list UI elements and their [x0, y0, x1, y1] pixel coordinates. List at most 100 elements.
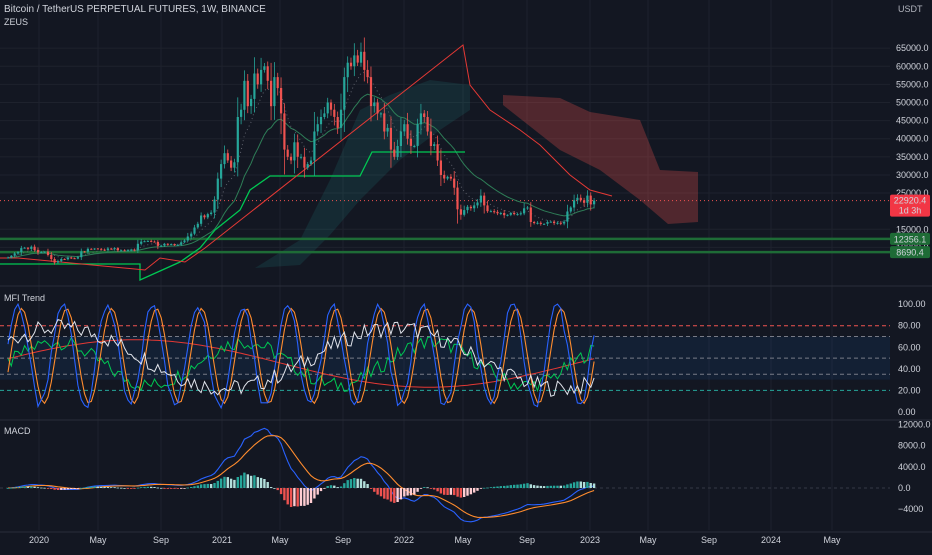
macd-histogram-bar [70, 488, 73, 490]
macd-histogram-bar [383, 488, 386, 499]
macd-histogram-bar [499, 486, 502, 488]
price-axis[interactable]: 65000.0 60000.0 55000.0 50000.0 45000.0 40000… [896, 43, 931, 514]
candle-body [60, 259, 63, 262]
macd-histogram-bar [136, 487, 140, 489]
candle-body [176, 244, 179, 246]
macd-histogram-bar [6, 488, 10, 489]
macd-histogram-bar [569, 483, 572, 488]
candle-body [443, 174, 446, 179]
symbol-title[interactable]: Bitcoin / TetherUS PERPETUAL FUTURES, 1W… [4, 4, 266, 15]
candle-body [513, 213, 516, 215]
macd-histogram-bar [223, 476, 226, 488]
macd-histogram-bar [336, 487, 339, 488]
candle-body [186, 236, 189, 241]
macd-histogram-bar [160, 487, 163, 489]
candle-body [120, 250, 123, 252]
candle-body [106, 248, 109, 250]
macd-histogram-bar [186, 487, 189, 489]
macd-histogram-bar [176, 488, 179, 489]
macd-histogram-bar [199, 484, 203, 488]
candle-body [143, 241, 146, 243]
macd-histogram-bar [273, 488, 276, 489]
candle-body [110, 248, 113, 250]
macd-histogram-bar [140, 487, 143, 488]
macd-signal-line [8, 435, 595, 518]
macd-histogram-bar [83, 487, 86, 489]
macd-histogram-bar [133, 488, 136, 489]
level-price-tag [890, 232, 930, 245]
macd-histogram-bar [20, 486, 23, 488]
macd-histogram-bar [86, 486, 90, 488]
candle-body [173, 244, 176, 246]
candle-body [556, 222, 559, 224]
macd-histogram-bar [33, 486, 36, 488]
candle-body [100, 248, 103, 250]
candle-body [353, 55, 356, 67]
macd-histogram-bar [406, 488, 409, 496]
candle-body [346, 62, 349, 78]
candle-body [80, 251, 83, 258]
candle-body [30, 246, 33, 249]
macd-histogram-bar [56, 488, 60, 490]
macd-histogram-bar [343, 483, 346, 488]
candle-body [166, 243, 169, 245]
candle-body [140, 241, 143, 244]
macd-histogram-bar [366, 484, 369, 488]
macd-histogram-bar [236, 477, 239, 488]
macd-histogram-bar [333, 485, 336, 488]
candle-body [183, 240, 186, 243]
candle-body [116, 248, 119, 251]
macd-histogram-bar [433, 488, 436, 490]
candle-body [586, 195, 589, 203]
candle-body [426, 117, 429, 132]
zeus-indicator-label[interactable]: ZEUS [4, 17, 29, 27]
macd-histogram-bar [23, 486, 26, 488]
trend-ema-line [7, 93, 595, 258]
macd-histogram-bar [356, 478, 359, 488]
candle-body [240, 109, 243, 117]
macd-histogram-bar [559, 485, 562, 488]
candle-body [499, 213, 502, 214]
macd-histogram-bar [446, 488, 449, 495]
macd-histogram-bar [209, 484, 213, 488]
candle-body [213, 199, 216, 213]
candle-body [6, 257, 10, 259]
macd-histogram-bar [379, 488, 383, 497]
level-price-value: 8690.4 [896, 248, 924, 258]
macd-histogram-bar [289, 488, 293, 507]
macd-tick-label: −4000 [898, 504, 923, 514]
candles [6, 37, 596, 507]
macd-histogram-bar [339, 486, 343, 488]
macd-histogram-bar [389, 488, 393, 502]
macd-histogram-bar [219, 478, 223, 488]
macd-histogram-bar [203, 484, 206, 488]
mfi-trend-title[interactable]: MFI Trend [4, 293, 46, 303]
macd-histogram-bar [509, 485, 512, 488]
candle-body [96, 248, 99, 250]
candle-body [36, 249, 40, 253]
macd-histogram-bar [180, 488, 183, 489]
candle-body [233, 162, 236, 168]
price-tags: 22920.41d 3h 12356.1 8690.4 [890, 194, 930, 259]
candle-body [236, 117, 239, 163]
macd-histogram-bar [416, 488, 419, 492]
candle-body [409, 138, 412, 146]
candle-body [566, 211, 569, 222]
macd-histogram-bar [546, 485, 549, 488]
candle-body [316, 124, 319, 132]
macd-histogram-bar [170, 488, 173, 489]
candle-body [130, 249, 133, 251]
candle-body [466, 206, 469, 211]
macd-histogram-bar [96, 486, 100, 488]
macd-histogram-bar [453, 488, 456, 496]
candle-body [309, 160, 313, 165]
macd-histogram-bar [256, 477, 259, 488]
macd-histogram-bar [16, 487, 20, 488]
time-tick-label: 2020 [29, 535, 49, 545]
candle-body [333, 109, 336, 117]
macd-title[interactable]: MACD [4, 426, 31, 436]
candle-body [329, 102, 333, 110]
candle-body [349, 62, 353, 67]
